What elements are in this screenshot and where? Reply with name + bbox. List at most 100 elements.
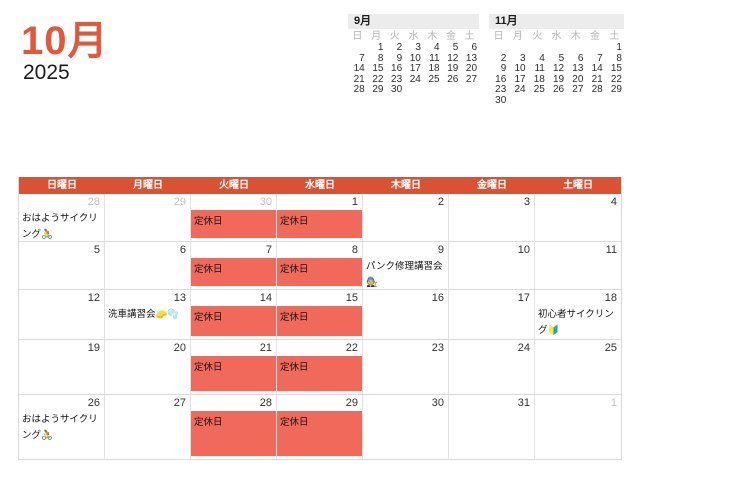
event-item[interactable]: 洗車講習会🧽🫧 bbox=[108, 309, 180, 320]
mini-day-number: 13 bbox=[572, 63, 584, 74]
day-cell[interactable]: 1 定休日 bbox=[277, 194, 363, 241]
mini-day-number bbox=[528, 43, 547, 54]
day-cell[interactable]: 19 bbox=[19, 340, 105, 394]
day-cell[interactable]: 28 おはようサイクリング🚴 bbox=[19, 194, 105, 241]
mini-day-number: 12 bbox=[447, 52, 459, 64]
mini-day-number bbox=[460, 85, 479, 96]
mini-day-number: 17 bbox=[514, 73, 526, 85]
event-closed-day[interactable]: 定休日 bbox=[277, 258, 362, 286]
day-cell[interactable]: 31 bbox=[449, 395, 535, 459]
mini-day-number bbox=[566, 96, 585, 107]
day-cell[interactable]: 21 定休日 bbox=[191, 340, 277, 394]
day-cell[interactable]: 10 bbox=[449, 242, 535, 289]
date-label: 23 bbox=[431, 342, 444, 354]
event-closed-day[interactable]: 定休日 bbox=[191, 258, 276, 286]
date-label: 25 bbox=[604, 342, 617, 354]
calendar-week-row: 19 20 21 定休日 22 定休日 23 24 25 bbox=[19, 340, 621, 395]
event-closed-day[interactable]: 定休日 bbox=[277, 306, 362, 336]
day-cell[interactable]: 17 bbox=[449, 290, 535, 339]
event-closed-day[interactable]: 定休日 bbox=[277, 411, 362, 456]
mini-weekday-label: 木 bbox=[427, 31, 438, 42]
mini-day-number bbox=[547, 96, 566, 107]
mini-weekday-label: 月 bbox=[371, 31, 382, 42]
mini-day-number: 11 bbox=[534, 63, 545, 74]
day-cell[interactable]: 22 定休日 bbox=[277, 340, 363, 394]
event-closed-day[interactable]: 定休日 bbox=[191, 210, 276, 238]
date-label: 26 bbox=[87, 397, 100, 409]
mini-week-row: 30 bbox=[489, 95, 624, 107]
mini-day-number: 22 bbox=[610, 73, 622, 85]
event-item[interactable]: おはようサイクリング🚴 bbox=[22, 414, 98, 441]
day-cell[interactable]: 14 定休日 bbox=[191, 290, 277, 339]
day-cell[interactable]: 8 定休日 bbox=[277, 242, 363, 289]
mini-week-row: 1 bbox=[489, 42, 624, 54]
mini-day-number: 5 bbox=[558, 52, 565, 64]
day-cell[interactable]: 25 bbox=[535, 340, 621, 394]
day-cell[interactable]: 13 洗車講習会🧽🫧 bbox=[105, 290, 191, 339]
mini-weekday-label: 土 bbox=[609, 31, 620, 42]
mini-day-number: 6 bbox=[471, 42, 478, 53]
mini-day-number bbox=[528, 96, 547, 107]
mini-day-number bbox=[489, 43, 508, 54]
day-cell[interactable]: 29 bbox=[105, 194, 191, 241]
day-cell[interactable]: 29 定休日 bbox=[277, 395, 363, 459]
day-cell[interactable]: 30 bbox=[363, 395, 449, 459]
day-cell[interactable]: 5 bbox=[19, 242, 105, 289]
day-cell[interactable]: 27 bbox=[105, 395, 191, 459]
mini-day-number: 18 bbox=[428, 63, 440, 74]
event-item[interactable]: パンク修理講習会 🧑‍🔧 bbox=[366, 261, 443, 288]
date-label: 29 bbox=[173, 196, 186, 208]
day-cell[interactable]: 4 bbox=[535, 194, 621, 241]
mini-day-number: 23 bbox=[391, 73, 403, 85]
day-cell[interactable]: 1 bbox=[535, 395, 621, 459]
weekday-header-cell: 土曜日 bbox=[563, 180, 593, 191]
weekday-header-cell: 金曜日 bbox=[477, 180, 507, 191]
event-item[interactable]: おはようサイクリング🚴 bbox=[22, 213, 98, 240]
calendar-week-row: 28 おはようサイクリング🚴 29 30 定休日 1 定休日 2 3 4 bbox=[19, 194, 621, 242]
day-cell[interactable]: 23 bbox=[363, 340, 449, 394]
day-cell[interactable]: 11 bbox=[535, 242, 621, 289]
event-item[interactable]: 初心者サイクリング🔰 bbox=[538, 309, 614, 336]
mini-day-number: 1 bbox=[377, 42, 384, 53]
mini-day-number: 16 bbox=[391, 63, 403, 74]
day-cell[interactable]: 16 bbox=[363, 290, 449, 339]
mini-week-row: 28 29 30 bbox=[348, 84, 479, 96]
mini-day-number: 8 bbox=[616, 52, 622, 64]
mini-weekday-label: 土 bbox=[464, 31, 475, 42]
mini-week-row: 23 24 25 26 27 28 29 bbox=[489, 84, 624, 96]
event-closed-day[interactable]: 定休日 bbox=[277, 356, 362, 391]
day-cell[interactable]: 28 定休日 bbox=[191, 395, 277, 459]
event-closed-day[interactable]: 定休日 bbox=[191, 356, 276, 391]
day-cell[interactable]: 6 bbox=[105, 242, 191, 289]
mini-day-number: 14 bbox=[591, 63, 603, 74]
mini-day-number: 2 bbox=[500, 52, 507, 64]
mini-day-number: 1 bbox=[616, 42, 622, 53]
day-cell[interactable]: 12 bbox=[19, 290, 105, 339]
event-closed-day[interactable]: 定休日 bbox=[191, 306, 276, 336]
mini-day-number: 21 bbox=[591, 73, 603, 85]
day-cell[interactable]: 9 パンク修理講習会 🧑‍🔧 bbox=[363, 242, 449, 289]
mini-cal-title: 9月 bbox=[348, 14, 479, 29]
mini-day-number: 10 bbox=[409, 52, 421, 64]
day-cell[interactable]: 20 bbox=[105, 340, 191, 394]
date-label: 10 bbox=[517, 244, 530, 256]
weekday-header-cell: 木曜日 bbox=[391, 180, 421, 191]
day-cell[interactable]: 7 定休日 bbox=[191, 242, 277, 289]
mini-weekday-label: 日 bbox=[493, 31, 504, 42]
day-cell[interactable]: 2 bbox=[363, 194, 449, 241]
date-label: 9 bbox=[437, 244, 444, 256]
day-cell[interactable]: 26 おはようサイクリング🚴 bbox=[19, 395, 105, 459]
calendar-week-row: 26 おはようサイクリング🚴 27 28 定休日 29 定休日 30 31 1 bbox=[19, 395, 621, 460]
event-closed-day[interactable]: 定休日 bbox=[277, 210, 362, 238]
day-cell[interactable]: 3 bbox=[449, 194, 535, 241]
mini-day-number: 24 bbox=[409, 73, 421, 85]
event-closed-day[interactable]: 定休日 bbox=[191, 411, 276, 456]
date-label: 18 bbox=[604, 292, 617, 304]
mini-day-number bbox=[605, 96, 624, 107]
day-cell[interactable]: 30 定休日 bbox=[191, 194, 277, 241]
mini-day-number: 16 bbox=[495, 73, 507, 85]
day-cell[interactable]: 24 bbox=[449, 340, 535, 394]
mini-day-number bbox=[585, 43, 604, 54]
day-cell[interactable]: 15 定休日 bbox=[277, 290, 363, 339]
day-cell[interactable]: 18 初心者サイクリング🔰 bbox=[535, 290, 621, 339]
